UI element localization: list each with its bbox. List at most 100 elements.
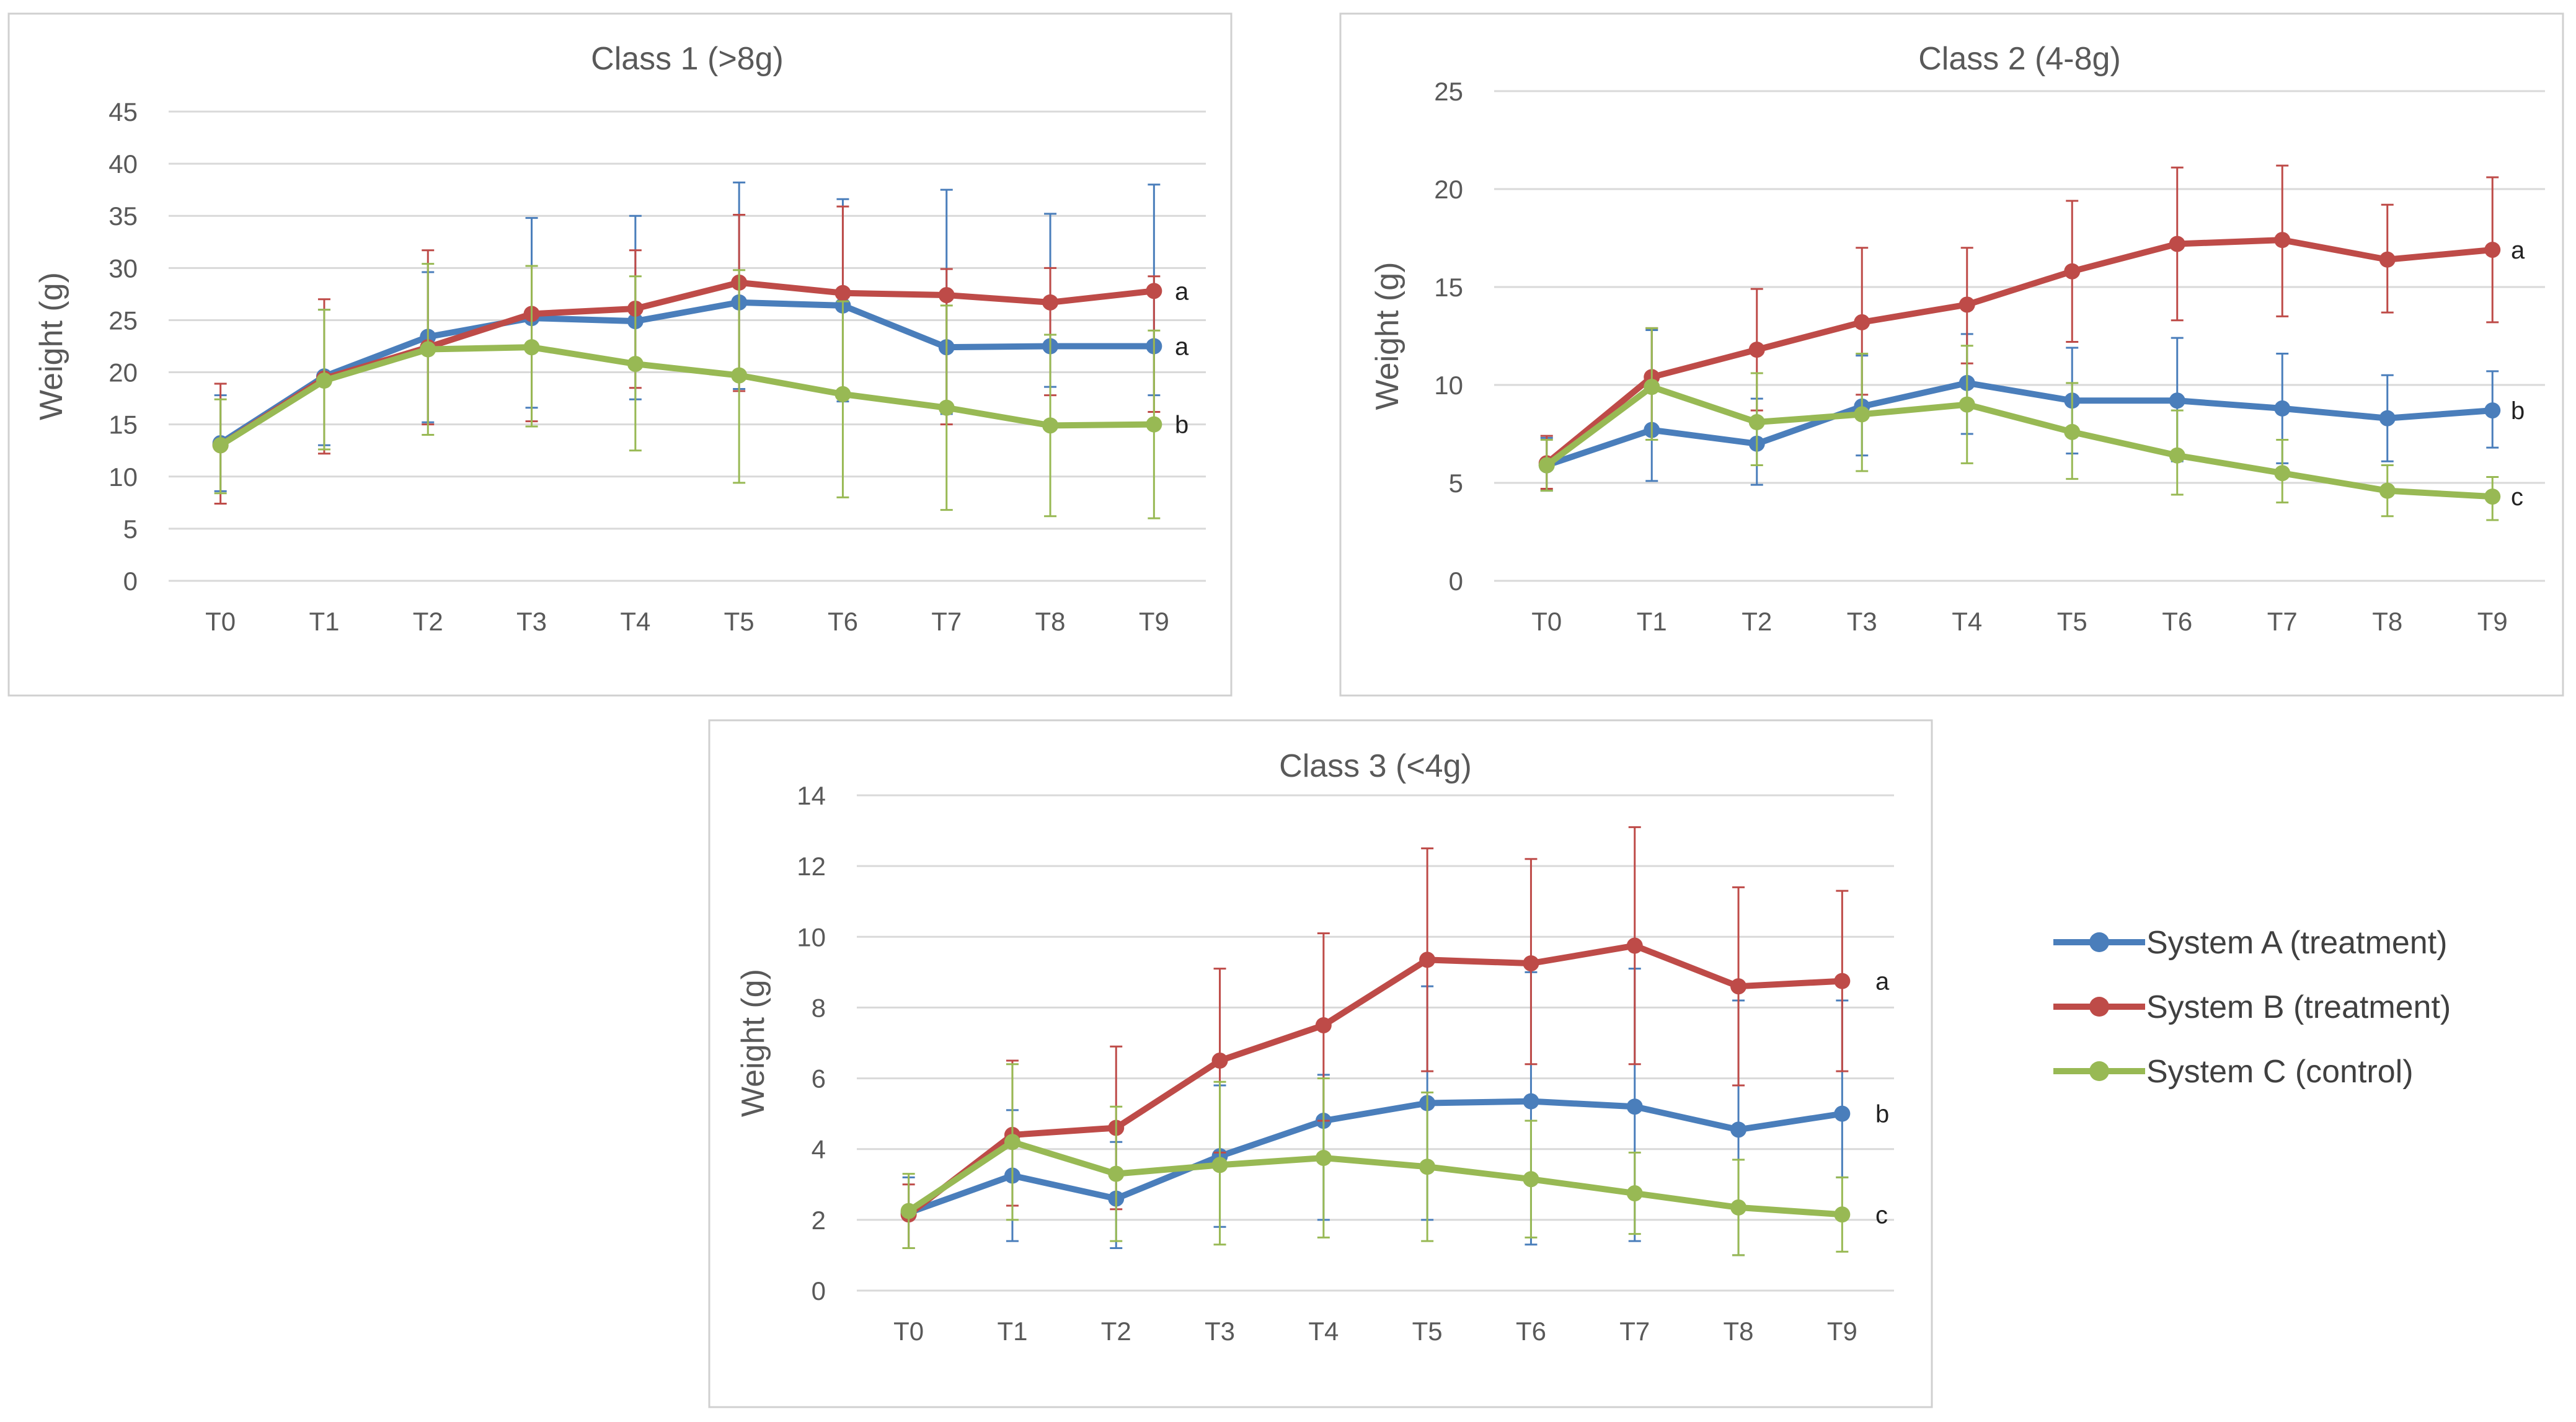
x-tick-label: T9 [2477, 607, 2508, 636]
y-tick-label: 15 [108, 410, 138, 439]
y-axis-label: Weight (g) [1370, 262, 1405, 410]
x-tick-label: T7 [931, 607, 962, 636]
x-tick-label: T8 [1724, 1317, 1754, 1346]
x-tick-label: T6 [2162, 607, 2192, 636]
data-point [1419, 1159, 1436, 1175]
data-point [1523, 1093, 1539, 1110]
y-tick-label: 10 [797, 922, 826, 952]
series-c: c [1538, 327, 2523, 521]
data-point [1730, 1199, 1747, 1216]
data-point [1626, 937, 1643, 954]
data-point [1834, 1105, 1851, 1122]
y-tick-label: 0 [123, 567, 138, 596]
y-tick-label: 14 [797, 781, 826, 810]
data-point [2274, 232, 2291, 249]
chart-title: Class 2 (4-8g) [1918, 41, 2121, 77]
data-point [2274, 400, 2291, 417]
data-point [316, 373, 332, 389]
y-tick-label: 5 [123, 514, 138, 544]
data-point [1730, 1121, 1747, 1138]
y-axis-label: Weight (g) [735, 969, 771, 1117]
y-tick-label: 0 [1449, 567, 1463, 596]
data-point [1626, 1185, 1643, 1202]
x-tick-label: T0 [893, 1317, 924, 1346]
y-tick-label: 35 [108, 201, 138, 231]
series-line [1546, 379, 2493, 469]
y-tick-label: 15 [1434, 273, 1463, 302]
data-point [1748, 414, 1765, 431]
data-point [938, 287, 955, 304]
y-tick-label: 25 [1434, 77, 1463, 106]
data-point [212, 437, 229, 454]
data-point [1108, 1165, 1125, 1182]
x-tick-label: T4 [620, 607, 650, 636]
x-tick-labels: T0 T1 T2 T3 T4 T5 T6 T7 T8 T9 [205, 607, 1169, 636]
data-point [1748, 342, 1765, 358]
data-point [1211, 1053, 1228, 1069]
chart-frame [708, 719, 1933, 1408]
data-point [1146, 416, 1162, 433]
legend-entry-a: System A (treatment) [2053, 925, 2448, 961]
y-axis-label: Weight (g) [33, 272, 69, 420]
y-tick-label: 20 [1434, 175, 1463, 204]
data-point [2169, 447, 2185, 464]
legend-marker [2089, 932, 2109, 952]
x-tick-labels: T0 T1 T2 T3 T4 T5 T6 T7 T8 T9 [893, 1317, 1857, 1346]
series-c: b [212, 263, 1188, 519]
data-point [1834, 1206, 1851, 1223]
x-tick-label: T2 [1101, 1317, 1131, 1346]
y-tick-label: 6 [812, 1064, 826, 1093]
series-line [218, 299, 1154, 446]
significance-label: b [1175, 412, 1188, 439]
data-point [2274, 465, 2291, 482]
x-tick-label: T1 [997, 1317, 1027, 1346]
data-point [1004, 1134, 1020, 1150]
significance-label: b [2511, 397, 2525, 425]
x-tick-label: T1 [309, 607, 339, 636]
legend-marker [2089, 1061, 2109, 1081]
data-point [1315, 1017, 1332, 1033]
significance-label: c [1875, 1201, 1888, 1229]
data-point [1042, 417, 1059, 434]
legend-label: System C (control) [2146, 1054, 2414, 1090]
series-line [907, 1098, 1843, 1216]
significance-label: a [1175, 278, 1189, 305]
data-point [2064, 423, 2081, 440]
x-tick-label: T7 [2267, 607, 2298, 636]
data-point [420, 341, 436, 358]
x-tick-label: T5 [2057, 607, 2087, 636]
x-tick-label: T2 [413, 607, 443, 636]
x-tick-label: T5 [1412, 1317, 1443, 1346]
x-tick-label: T9 [1139, 607, 1169, 636]
data-point [2064, 263, 2081, 280]
chart-frame [1339, 12, 2564, 697]
data-point [1146, 283, 1162, 299]
x-tick-label: T8 [2372, 607, 2402, 636]
x-tick-label: T6 [828, 607, 858, 636]
data-point [2379, 410, 2396, 426]
data-point [1419, 952, 1436, 968]
data-point [2379, 482, 2396, 499]
data-point [900, 1203, 917, 1219]
data-point [731, 367, 748, 384]
y-tick-label: 5 [1449, 469, 1463, 498]
series-line [906, 942, 1843, 1217]
chart-frame [7, 12, 1233, 697]
significance-label: a [1875, 968, 1890, 996]
x-tick-label: T0 [1531, 607, 1562, 636]
y-tick-label: 20 [108, 358, 138, 387]
data-point [1042, 294, 1059, 311]
x-tick-label: T5 [724, 607, 755, 636]
y-tick-label: 10 [1434, 371, 1463, 400]
series-b: a [1538, 164, 2525, 490]
series-line [219, 344, 1154, 448]
y-tick-label: 30 [108, 254, 138, 283]
significance-label: a [2511, 237, 2525, 264]
data-point [1834, 973, 1851, 989]
chart-title: Class 3 (<4g) [1279, 748, 1472, 784]
chart-2: Class 2 (4-8g) 0 5 10 15 20 25 Weight (g) T0 T1 T2… [1339, 12, 2564, 697]
series-line [906, 1139, 1843, 1218]
data-point [1523, 955, 1539, 972]
data-point [834, 386, 851, 402]
